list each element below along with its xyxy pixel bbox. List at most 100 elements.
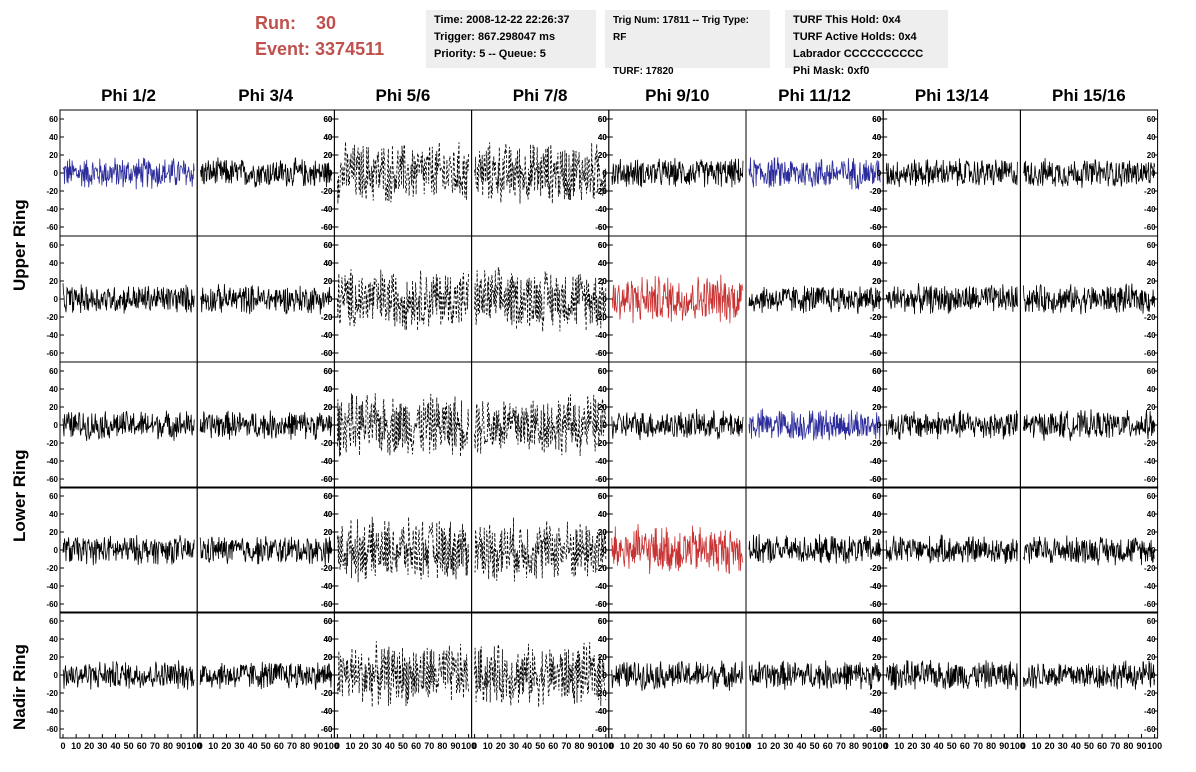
- y-tick-label: 20: [1147, 528, 1156, 537]
- y-tick-label: 20: [323, 403, 332, 412]
- y-tick-label: -60: [595, 475, 607, 484]
- y-tick-label: 20: [598, 151, 607, 160]
- y-tick-label: 40: [598, 133, 607, 142]
- y-tick-label: 60: [323, 241, 332, 250]
- x-tick-label: 10: [208, 741, 218, 751]
- y-tick-label: -20: [595, 313, 607, 322]
- y-tick-label: -60: [870, 349, 882, 358]
- x-tick-label: 100: [461, 741, 476, 751]
- x-tick-label: 40: [248, 741, 258, 751]
- y-tick-label: -40: [321, 205, 333, 214]
- y-tick-label: -40: [46, 205, 58, 214]
- y-tick-label: 40: [49, 635, 58, 644]
- y-tick-label: 20: [323, 528, 332, 537]
- y-tick-label: -60: [321, 475, 333, 484]
- y-tick-label: 60: [323, 367, 332, 376]
- y-tick-label: -40: [595, 331, 607, 340]
- y-tick-label: 40: [598, 635, 607, 644]
- y-tick-label: 40: [872, 385, 881, 394]
- panel-r3-c5: -60 -40 -20 0 20 40 60: [595, 361, 747, 489]
- y-tick-label: 40: [323, 510, 332, 519]
- x-tick-label: 30: [372, 741, 382, 751]
- y-tick-label: -40: [595, 205, 607, 214]
- x-tick-label: 10: [1032, 741, 1042, 751]
- y-tick-label: -40: [595, 707, 607, 716]
- x-tick-label: 30: [921, 741, 931, 751]
- y-tick-label: 60: [1147, 617, 1156, 626]
- y-tick-label: -60: [46, 600, 58, 609]
- y-tick-label: 40: [872, 510, 881, 519]
- waveform-trace: [474, 266, 607, 332]
- waveform-trace: [199, 536, 332, 566]
- y-tick-label: 60: [323, 492, 332, 501]
- time-text: Time: 2008-12-22 22:26:37: [434, 14, 570, 26]
- y-tick-label: 40: [323, 635, 332, 644]
- panel-r1-c2: -60 -40 -20 0 20 40 60: [196, 109, 335, 237]
- x-tick-label: 10: [757, 741, 767, 751]
- x-tick-label: 0: [746, 741, 751, 751]
- y-tick-label: 60: [49, 492, 58, 501]
- trigger-text: Trigger: 867.298047 ms: [434, 31, 556, 43]
- y-tick-label: -20: [870, 689, 882, 698]
- x-tick-label: 20: [770, 741, 780, 751]
- y-tick-label: -20: [595, 564, 607, 573]
- x-tick-label: 80: [849, 741, 859, 751]
- y-tick-label: 60: [598, 492, 607, 501]
- y-tick-label: 60: [323, 617, 332, 626]
- y-tick-label: 20: [323, 151, 332, 160]
- x-tick-label: 90: [313, 741, 323, 751]
- y-tick-label: 0: [602, 421, 607, 430]
- trig-num-text: Trig Num: 17811 -- Trig Type: RF: [613, 15, 749, 43]
- waveform-trace: [1023, 409, 1155, 441]
- run-row: Run: 30: [255, 10, 384, 36]
- y-tick-label: 40: [1147, 133, 1156, 142]
- panel-r1-c5: -60 -40 -20 0 20 40 60: [595, 109, 747, 237]
- y-tick-label: 20: [872, 653, 881, 662]
- y-tick-label: 60: [872, 617, 881, 626]
- y-tick-label: -20: [1144, 564, 1156, 573]
- x-tick-label: 0: [335, 741, 340, 751]
- panel-r4-c6: -60 -40 -20 0 20 40 60: [745, 486, 884, 614]
- y-tick-label: 20: [872, 277, 881, 286]
- y-tick-label: 40: [1147, 635, 1156, 644]
- y-tick-label: -40: [595, 582, 607, 591]
- y-tick-label: -40: [870, 457, 882, 466]
- x-tick-label: 30: [1058, 741, 1068, 751]
- y-tick-label: 0: [602, 295, 607, 304]
- x-tick-label: 70: [150, 741, 160, 751]
- y-tick-label: 20: [872, 528, 881, 537]
- turf-hold-box: TURF This Hold: 0x4 TURF Active Holds: 0…: [785, 10, 948, 77]
- y-tick-label: 60: [872, 241, 881, 250]
- x-tick-label: 60: [686, 741, 696, 751]
- y-tick-label: -40: [321, 331, 333, 340]
- y-tick-label: 40: [872, 133, 881, 142]
- y-tick-label: 60: [872, 115, 881, 124]
- y-tick-label: -60: [1144, 475, 1156, 484]
- y-tick-label: -20: [870, 187, 882, 196]
- column-title-5: Phi 9/10: [645, 86, 710, 105]
- y-tick-label: 60: [1147, 492, 1156, 501]
- column-title-1: Phi 1/2: [101, 86, 156, 105]
- panel-r1-c4: -60 -40 -20 0 20 40 60: [471, 109, 610, 237]
- x-tick-label: 80: [712, 741, 722, 751]
- y-tick-label: 20: [1147, 277, 1156, 286]
- y-tick-label: 0: [54, 671, 59, 680]
- panel-r5-c1: -60 -40 -20 0 20 40 60: [46, 611, 198, 739]
- waveform-trace: [611, 408, 744, 441]
- x-tick-label: 20: [359, 741, 369, 751]
- column-title-2: Phi 3/4: [238, 86, 294, 105]
- y-tick-label: -20: [1144, 689, 1156, 698]
- y-tick-label: 20: [872, 151, 881, 160]
- x-tick-label: 90: [725, 741, 735, 751]
- x-tick-label: 90: [862, 741, 872, 751]
- y-tick-label: 20: [323, 403, 332, 412]
- y-tick-label: -20: [1144, 439, 1156, 448]
- y-tick-label: 40: [598, 385, 607, 394]
- y-tick-label: 40: [598, 510, 607, 519]
- x-tick-label: 90: [588, 741, 598, 751]
- x-tick-label: 40: [659, 741, 669, 751]
- panel-r5-c3: -60 -40 -20 0 20 40 60: [321, 611, 473, 739]
- x-tick-label: 60: [960, 741, 970, 751]
